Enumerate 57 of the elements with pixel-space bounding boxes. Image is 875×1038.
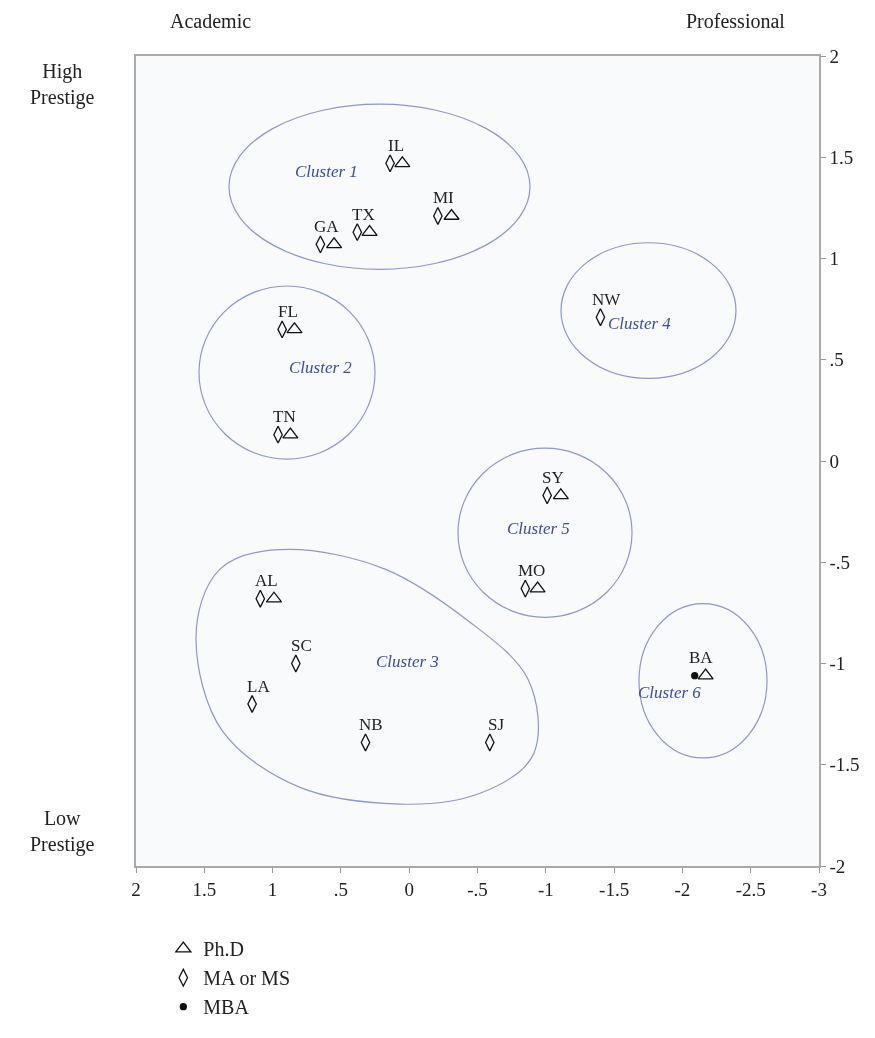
point	[286, 322, 303, 334]
point	[697, 668, 714, 680]
annotation: TX	[352, 205, 375, 224]
annotation: SC	[291, 636, 312, 655]
annotation: MO	[518, 561, 546, 580]
annotation: LA	[247, 677, 271, 696]
point	[282, 427, 299, 439]
legend-label: MA or MS	[203, 967, 291, 990]
x-tick-label: .5	[333, 878, 349, 900]
text: High Prestige	[30, 60, 95, 109]
y-tick-label: 1	[829, 248, 840, 270]
legend-label: Ph.D	[203, 938, 244, 961]
point	[443, 208, 460, 220]
annotation: SY	[542, 468, 564, 487]
point	[361, 225, 378, 237]
y-tick-label: -1.5	[829, 754, 860, 776]
x-tick-label: -2.5	[735, 878, 766, 900]
y-tick-label: .5	[829, 349, 844, 371]
y-tick-label: -2	[829, 855, 846, 877]
annotation: Cluster 5	[507, 519, 570, 538]
x-tick-label: 0	[404, 878, 414, 900]
annotation: Cluster 3	[376, 652, 439, 671]
x-tick-label: 1.5	[192, 878, 217, 900]
y-tick-label: -.5	[829, 551, 851, 573]
annotation: BA	[689, 648, 714, 667]
x-tick-label: -2	[674, 878, 691, 900]
point	[529, 581, 546, 593]
y-tick-label: -1	[829, 653, 846, 675]
annotation: Cluster 2	[289, 358, 353, 377]
text: Low Prestige	[30, 807, 95, 856]
annotation: AL	[255, 571, 278, 590]
annotation: GA	[314, 217, 340, 236]
annotation: Cluster 1	[295, 162, 358, 181]
y-tick-label: 1.5	[829, 146, 854, 168]
y-tick-label: 0	[829, 450, 840, 472]
text: Academic	[170, 10, 252, 32]
annotation: SJ	[488, 715, 505, 734]
x-tick-label: -1	[537, 878, 554, 900]
point	[552, 488, 569, 500]
annotation: IL	[388, 136, 405, 155]
annotation: Cluster 6	[638, 683, 702, 702]
legend-label: MBA	[203, 996, 250, 1019]
point	[394, 156, 411, 168]
text: Professional	[686, 10, 786, 32]
point	[691, 672, 699, 680]
x-tick-label: -.5	[467, 878, 488, 900]
x-tick-label: 2	[131, 878, 141, 900]
y-tick-label: 2	[829, 45, 840, 67]
annotation: NW	[592, 290, 622, 309]
annotation: FL	[278, 302, 298, 321]
x-tick-label: -3	[811, 878, 827, 900]
annotation: MI	[433, 188, 455, 207]
annotation: NB	[359, 715, 383, 734]
annotation: TN	[273, 407, 296, 426]
x-tick-label: 1	[267, 878, 278, 900]
annotation: Cluster 4	[608, 314, 672, 333]
x-tick-label: -1.5	[599, 878, 630, 900]
